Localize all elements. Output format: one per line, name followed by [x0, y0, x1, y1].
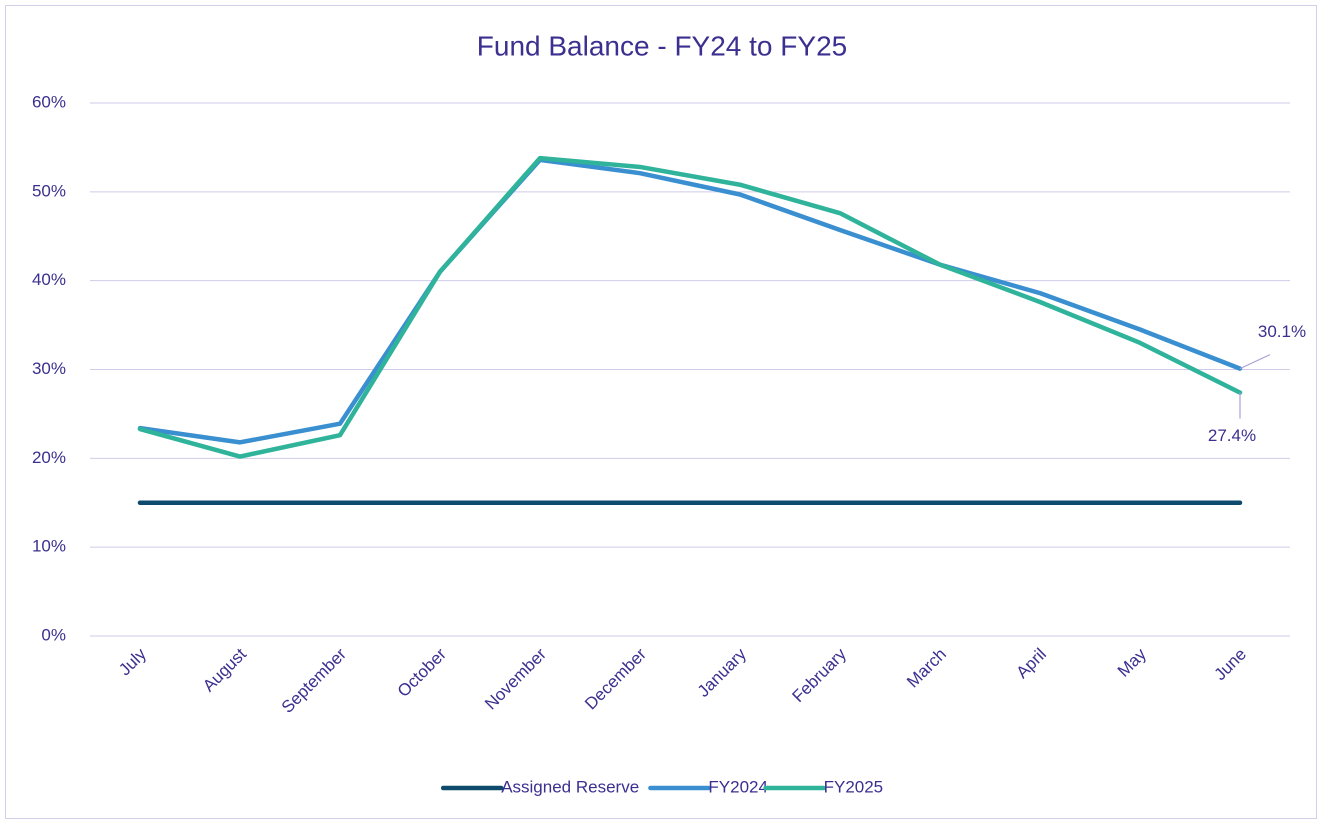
line-series [137, 155, 1243, 459]
y-tick-label: 60% [32, 92, 66, 111]
y-tick-label: 20% [32, 448, 66, 467]
chart-border [5, 5, 1317, 819]
line-series [137, 157, 1243, 445]
legend-label: FY2024 [708, 777, 768, 796]
legend-label: Assigned Reserve [501, 777, 639, 796]
y-tick-label: 40% [32, 270, 66, 289]
leader-line [1239, 354, 1271, 370]
chart-title: Fund Balance - FY24 to FY25 [477, 30, 847, 61]
y-tick-label: 30% [32, 359, 66, 378]
data-label: 27.4% [1208, 426, 1256, 445]
y-tick-label: 0% [41, 625, 66, 644]
legend-label: FY2025 [824, 777, 884, 796]
data-label: 30.1% [1258, 322, 1306, 341]
y-tick-label: 10% [32, 537, 66, 556]
y-tick-label: 50% [32, 181, 66, 200]
